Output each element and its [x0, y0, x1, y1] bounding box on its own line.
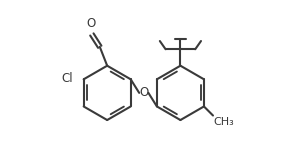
Text: O: O	[139, 86, 148, 99]
Text: O: O	[86, 17, 95, 30]
Text: Cl: Cl	[61, 72, 73, 85]
Text: CH₃: CH₃	[214, 117, 234, 127]
